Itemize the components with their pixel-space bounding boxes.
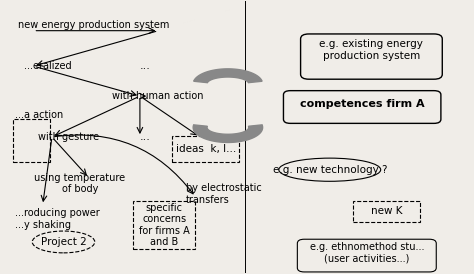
Bar xyxy=(173,136,239,162)
Text: ...: ... xyxy=(140,61,151,71)
Text: ...eralized: ...eralized xyxy=(24,61,72,71)
Text: ...roducing power
...y shaking: ...roducing power ...y shaking xyxy=(15,208,100,230)
Text: e.g. existing energy
production system: e.g. existing energy production system xyxy=(319,39,423,61)
Text: ...a action: ...a action xyxy=(15,110,63,120)
Polygon shape xyxy=(193,125,263,142)
Bar xyxy=(133,201,195,249)
Text: specific
concerns
for firms A
and B: specific concerns for firms A and B xyxy=(139,202,190,247)
Text: new energy production system: new energy production system xyxy=(18,20,169,30)
Text: e.g. new technology ?: e.g. new technology ? xyxy=(273,165,387,175)
Bar xyxy=(13,119,50,162)
Text: with human action: with human action xyxy=(112,91,204,101)
Text: with gesture: with gesture xyxy=(38,132,99,142)
Bar xyxy=(353,201,420,221)
Text: ...: ... xyxy=(140,132,151,142)
Text: using temperature
of body: using temperature of body xyxy=(34,173,125,194)
Text: competences firm A: competences firm A xyxy=(300,99,425,109)
Polygon shape xyxy=(194,69,262,83)
Text: by electrostatic
transfers: by electrostatic transfers xyxy=(186,184,262,205)
Text: Project 2: Project 2 xyxy=(41,237,86,247)
Text: e.g. ethnomethod stu...
(user activities...): e.g. ethnomethod stu... (user activities… xyxy=(310,242,424,264)
Text: new K: new K xyxy=(371,206,402,216)
Text: ideas  k, l...: ideas k, l... xyxy=(176,144,236,154)
